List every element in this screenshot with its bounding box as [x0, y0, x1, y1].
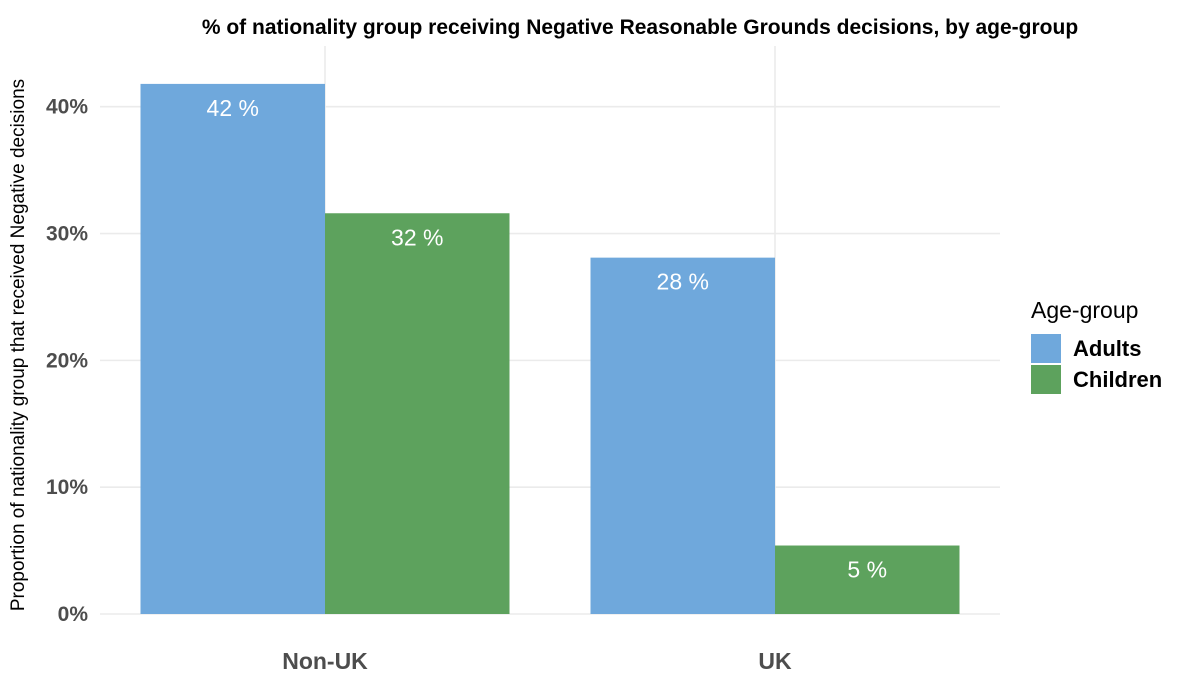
bar-value-label: 5 % [847, 557, 887, 583]
bar-labels: 42 % 28 % 32 % 5 % [207, 95, 888, 583]
legend: Age-group Adults Children [1031, 297, 1162, 394]
y-tick-label: 0% [58, 603, 89, 626]
bar-value-label: 42 % [207, 95, 259, 121]
legend-key-adults [1031, 334, 1061, 363]
legend-title: Age-group [1031, 297, 1138, 323]
y-tick-label: 10% [46, 476, 88, 499]
legend-label-children: Children [1073, 367, 1162, 392]
x-tick-label: Non-UK [282, 648, 368, 673]
x-axis-ticks: Non-UK UK [282, 648, 792, 673]
bar-value-label: 28 % [657, 269, 709, 295]
legend-label-adults: Adults [1073, 336, 1141, 361]
chart-title: % of nationality group receiving Negativ… [202, 16, 1078, 39]
x-tick-label: UK [758, 648, 792, 673]
legend-key-children [1031, 365, 1061, 394]
bar-value-label: 32 % [391, 224, 443, 250]
bar-children-uk [775, 545, 960, 614]
y-tick-label: 40% [46, 96, 88, 119]
bar-adults-non-uk [140, 83, 325, 614]
y-axis-label: Proportion of nationality group that rec… [8, 79, 29, 611]
y-tick-label: 20% [46, 349, 88, 372]
bar-children-non-uk [325, 213, 510, 614]
y-axis-ticks: 0% 10% 20% 30% 40% [46, 96, 88, 626]
bar-adults-uk [590, 257, 775, 614]
y-tick-label: 30% [46, 223, 88, 246]
bars [140, 83, 960, 614]
